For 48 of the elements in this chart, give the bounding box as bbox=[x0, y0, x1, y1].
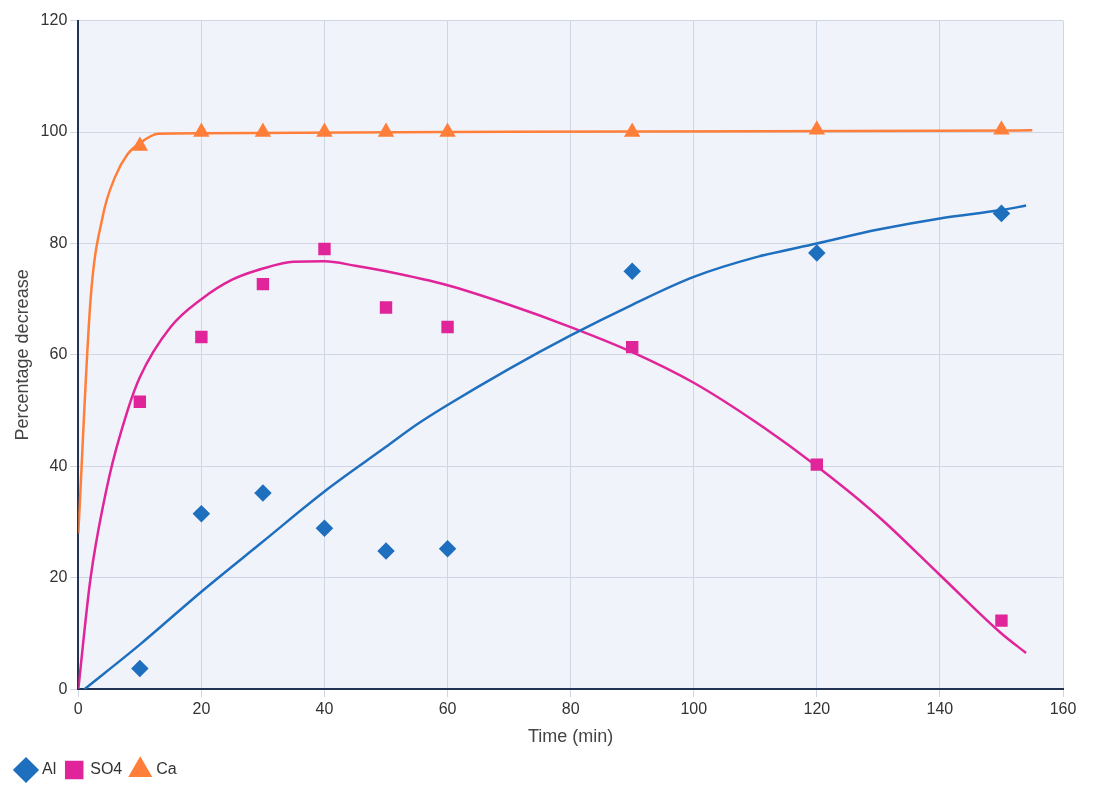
point bbox=[132, 137, 148, 151]
point bbox=[254, 484, 272, 502]
point bbox=[994, 121, 1009, 135]
point bbox=[131, 660, 149, 677]
point bbox=[318, 242, 331, 256]
point bbox=[194, 123, 209, 137]
point bbox=[195, 330, 208, 344]
x-tick-label: 120 bbox=[803, 700, 831, 718]
x-tick-label: 80 bbox=[561, 700, 580, 718]
point bbox=[995, 614, 1008, 627]
y-tick-label: 100 bbox=[40, 122, 68, 140]
y-tick-label: 40 bbox=[49, 456, 68, 474]
point bbox=[439, 540, 456, 558]
x-tick-label: 140 bbox=[926, 700, 954, 718]
point bbox=[623, 263, 641, 280]
y-tick-label: 0 bbox=[58, 679, 68, 697]
point bbox=[808, 244, 826, 262]
point bbox=[255, 123, 271, 137]
point bbox=[809, 121, 825, 135]
point bbox=[256, 277, 270, 291]
point bbox=[810, 458, 824, 471]
point bbox=[379, 301, 393, 314]
x-tick-label: 160 bbox=[1049, 700, 1077, 718]
y-tick-label: 120 bbox=[40, 11, 68, 29]
x-tick-label: 60 bbox=[438, 700, 457, 718]
legend-label: Ca bbox=[156, 760, 177, 778]
point bbox=[625, 340, 639, 354]
point bbox=[993, 205, 1010, 222]
point bbox=[624, 123, 640, 137]
point bbox=[193, 505, 210, 522]
y-tick-label: 60 bbox=[49, 345, 68, 363]
x-tick-label: 20 bbox=[192, 700, 211, 718]
x-tick-label: 100 bbox=[680, 700, 708, 718]
point bbox=[441, 320, 454, 334]
x-tick-label: 0 bbox=[73, 700, 83, 718]
legend-label: SO4 bbox=[90, 760, 123, 778]
point bbox=[133, 395, 147, 408]
y-axis-title: Percentage decrease bbox=[11, 269, 32, 441]
point bbox=[378, 123, 394, 137]
legend-label: Al bbox=[42, 760, 57, 778]
point bbox=[317, 123, 332, 137]
x-tick-label: 40 bbox=[315, 700, 334, 718]
point bbox=[377, 542, 395, 560]
point bbox=[316, 519, 333, 537]
y-tick-label: 20 bbox=[49, 568, 68, 586]
x-axis-title: Time (min) bbox=[527, 726, 614, 747]
y-tick-label: 80 bbox=[49, 233, 68, 251]
point bbox=[440, 123, 455, 137]
